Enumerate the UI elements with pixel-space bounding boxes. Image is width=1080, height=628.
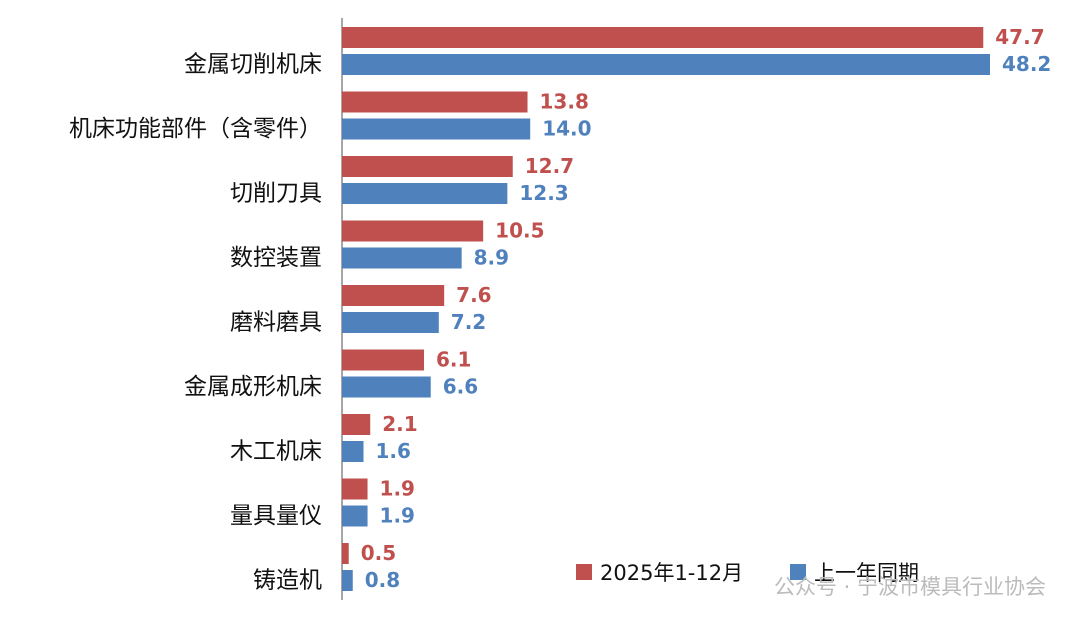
value-label: 0.8 <box>365 568 400 592</box>
value-label: 6.6 <box>443 375 478 399</box>
bar <box>342 285 445 306</box>
value-label: 1.9 <box>380 477 415 501</box>
value-label: 7.6 <box>456 283 491 307</box>
category-label: 木工机床 <box>230 439 322 465</box>
bar <box>342 414 371 435</box>
value-label: 8.9 <box>474 246 509 270</box>
value-label: 12.7 <box>525 154 574 178</box>
bar <box>342 478 368 500</box>
legend-label: 上一年同期 <box>814 561 919 585</box>
legend-swatch <box>576 564 592 580</box>
legend-label: 2025年1-12月 <box>600 561 743 585</box>
bar <box>342 441 364 462</box>
value-label: 10.5 <box>495 219 544 243</box>
value-label: 47.7 <box>995 25 1044 49</box>
value-label: 13.8 <box>540 90 589 114</box>
bar <box>342 247 462 269</box>
value-label: 1.6 <box>376 439 411 463</box>
bar <box>342 27 984 48</box>
watermark: 公众号 · 宁波市模具行业协会 <box>774 575 1046 599</box>
value-label: 2.1 <box>382 412 417 436</box>
category-label: 数控装置 <box>230 245 322 271</box>
value-label: 7.2 <box>451 310 486 334</box>
bar <box>342 91 528 113</box>
bar <box>342 376 431 398</box>
bar <box>342 220 484 242</box>
value-label: 6.1 <box>436 348 471 372</box>
bar <box>342 505 368 527</box>
bar <box>342 543 349 564</box>
bar <box>342 349 425 371</box>
category-label: 量具量仪 <box>230 503 322 529</box>
value-label: 12.3 <box>519 181 568 205</box>
value-label: 0.5 <box>361 541 396 565</box>
value-label: 48.2 <box>1002 52 1051 76</box>
value-label: 14.0 <box>542 117 591 141</box>
bar <box>342 312 439 333</box>
category-label: 铸造机 <box>253 568 322 594</box>
value-label: 1.9 <box>380 504 415 528</box>
category-label: 机床功能部件（含零件） <box>69 116 322 142</box>
bar <box>342 156 513 177</box>
bar <box>342 570 353 591</box>
legend-swatch <box>790 564 806 580</box>
bar <box>342 118 531 140</box>
category-label: 磨料磨具 <box>230 310 322 336</box>
bar <box>342 54 990 75</box>
bar <box>342 183 508 204</box>
category-label: 切削刀具 <box>230 181 322 207</box>
category-label: 金属切削机床 <box>184 52 322 78</box>
category-label: 金属成形机床 <box>184 374 322 400</box>
